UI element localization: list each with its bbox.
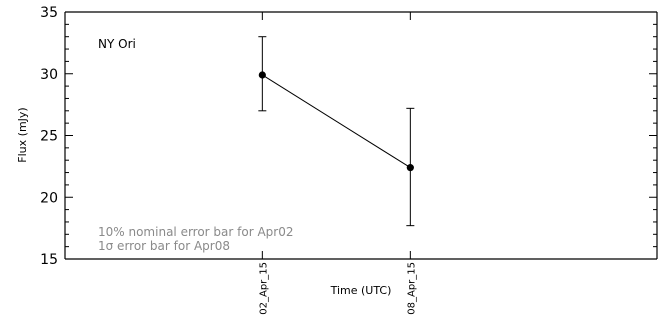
y-tick-label: 30 <box>40 67 58 83</box>
data-point <box>406 164 414 172</box>
data-point <box>258 71 266 79</box>
error-note-apr08: 1σ error bar for Apr08 <box>98 239 230 253</box>
axis-ticks: 15 20 25 30 35 02_Apr_15 08_Apr_15 <box>40 5 657 315</box>
x-tick-label: 08_Apr_15 <box>406 262 417 315</box>
y-tick-label: 25 <box>40 129 58 145</box>
x-tick-label: 02_Apr_15 <box>258 262 269 315</box>
plot-frame <box>64 11 658 260</box>
source-label: NY Ori <box>98 37 136 51</box>
y-tick-label: 35 <box>40 5 58 21</box>
series-line <box>262 74 411 169</box>
error-note-apr02: 10% nominal error bar for Apr02 <box>98 225 294 239</box>
y-axis-title: Flux (mJy) <box>16 107 29 162</box>
x-axis-title: Time (UTC) <box>330 284 392 297</box>
y-tick-label: 15 <box>40 252 58 268</box>
data-marks <box>258 36 415 227</box>
y-tick-label: 20 <box>40 190 58 206</box>
